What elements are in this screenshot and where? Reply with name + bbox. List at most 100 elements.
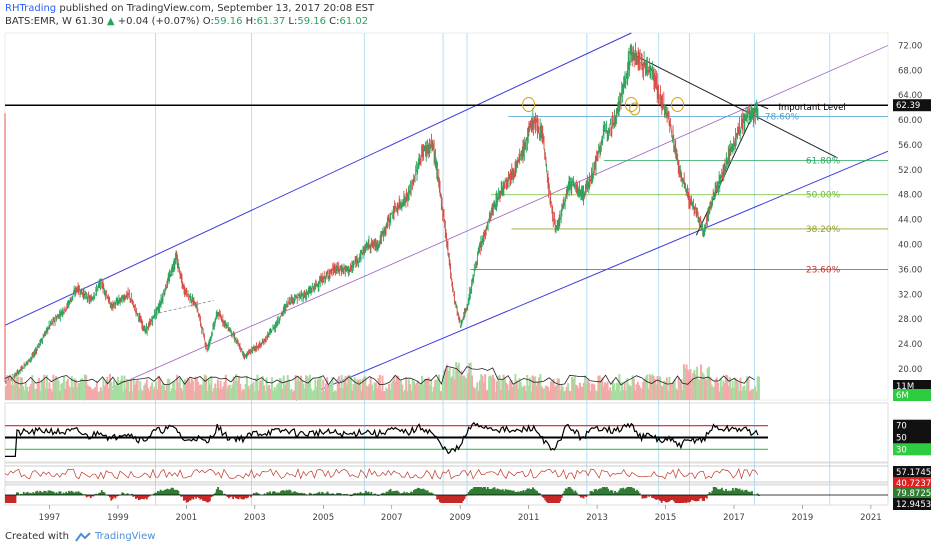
momentum-bar [644, 495, 647, 499]
volume-bar [210, 376, 213, 400]
momentum-bar [113, 495, 115, 498]
volume-bar [669, 383, 672, 400]
momentum-bar [256, 493, 259, 495]
momentum-bar [399, 493, 402, 495]
volume-bar [606, 381, 609, 400]
footer: Created with TradingView [5, 530, 155, 544]
momentum-bar [21, 494, 24, 495]
momentum-bar [705, 495, 708, 499]
volume-bar [219, 381, 222, 400]
high-label: H: [245, 16, 257, 27]
volume-bar [535, 385, 538, 400]
volume-bar [751, 389, 754, 400]
momentum-bar [167, 489, 170, 495]
volume-bar [710, 384, 713, 400]
momentum-bar [182, 495, 185, 501]
volume-bar [160, 385, 163, 400]
momentum-bar [226, 495, 229, 497]
volume-bar [169, 391, 172, 400]
volume-bar [248, 388, 251, 400]
fib-level-label: 38.20% [806, 225, 841, 235]
volume-bar [336, 378, 339, 400]
momentum-bar [462, 495, 465, 501]
momentum-bar [98, 492, 100, 495]
volume-bar [507, 389, 510, 400]
volume-bar [364, 376, 367, 400]
volume-bar [539, 374, 542, 400]
momentum-bar [742, 491, 745, 495]
momentum-bar [81, 493, 84, 495]
volume-bar [643, 379, 646, 400]
volume-bar [181, 390, 184, 400]
momentum-bar [315, 493, 318, 495]
volume-bar [510, 380, 513, 400]
momentum-bar [523, 491, 526, 495]
momentum-bar [510, 490, 512, 495]
momentum-bar [423, 489, 426, 495]
tradingview-link[interactable]: TradingView [94, 531, 156, 542]
volume-bar [147, 387, 150, 400]
volume-bar [582, 382, 585, 400]
volume-bar [338, 376, 341, 400]
tradingview-logo-icon [75, 532, 91, 542]
volume-bar [184, 379, 187, 400]
momentum-bar [477, 487, 480, 495]
volume-bar [601, 377, 604, 400]
volume-bar [718, 391, 721, 400]
volume-bar [282, 375, 285, 400]
y-tick-label: 36.00 [898, 265, 922, 275]
last-price-tag: 62.39 [896, 101, 920, 111]
volume-bar [234, 380, 237, 400]
volume-bar [22, 386, 25, 400]
momentum-bar [143, 495, 146, 500]
momentum-bar [17, 492, 20, 495]
momentum-bar [329, 494, 332, 495]
momentum-bar [627, 487, 630, 495]
volume-bar [294, 374, 297, 400]
momentum-bar [549, 495, 552, 503]
momentum-bar [641, 495, 644, 499]
volume-bar [423, 378, 426, 400]
volume-bar [499, 389, 502, 400]
volume-bar [644, 376, 647, 400]
author-link[interactable]: RHTrading [5, 3, 57, 14]
volume-bar [594, 390, 597, 400]
volume-bar [505, 382, 508, 400]
price-pane-frame [4, 32, 889, 401]
volume-bar [599, 380, 602, 400]
momentum-bar [467, 492, 470, 495]
volume-bar [65, 381, 68, 400]
volume-bar [108, 374, 111, 400]
volume-bar [222, 386, 225, 400]
momentum-bar [603, 487, 606, 495]
volume-bar [293, 390, 296, 400]
volume-bar [328, 385, 331, 400]
volume-bar [701, 372, 704, 400]
volume-bar [588, 382, 591, 400]
volume-bar [706, 368, 709, 400]
volume-bar [307, 377, 310, 400]
volume-bar [688, 371, 691, 400]
volume-bar [228, 384, 231, 400]
price-chart[interactable]: 61.80% 50.00% 38.20% 23.60% 78.60%Important … [0, 0, 932, 530]
momentum-bar [208, 495, 211, 502]
momentum-bar [700, 495, 703, 499]
volume-bar [547, 387, 550, 400]
momentum-bar [369, 493, 371, 495]
volume-bar [144, 383, 147, 400]
volume-bar [394, 381, 397, 400]
momentum-bar [460, 495, 463, 503]
volume-bar [580, 386, 583, 400]
volume-tag: 11M [896, 382, 914, 392]
volume-bar [474, 387, 477, 400]
volume-bar [530, 391, 533, 400]
momentum-bar [89, 495, 92, 499]
volume-bar [241, 389, 244, 400]
momentum-bar [313, 493, 315, 495]
volume-bar [23, 390, 26, 400]
volume-bar [78, 383, 81, 400]
volume-bar [527, 385, 530, 400]
volume-bar [626, 378, 629, 400]
volume-bar [661, 385, 664, 400]
volume-bar [55, 376, 58, 400]
